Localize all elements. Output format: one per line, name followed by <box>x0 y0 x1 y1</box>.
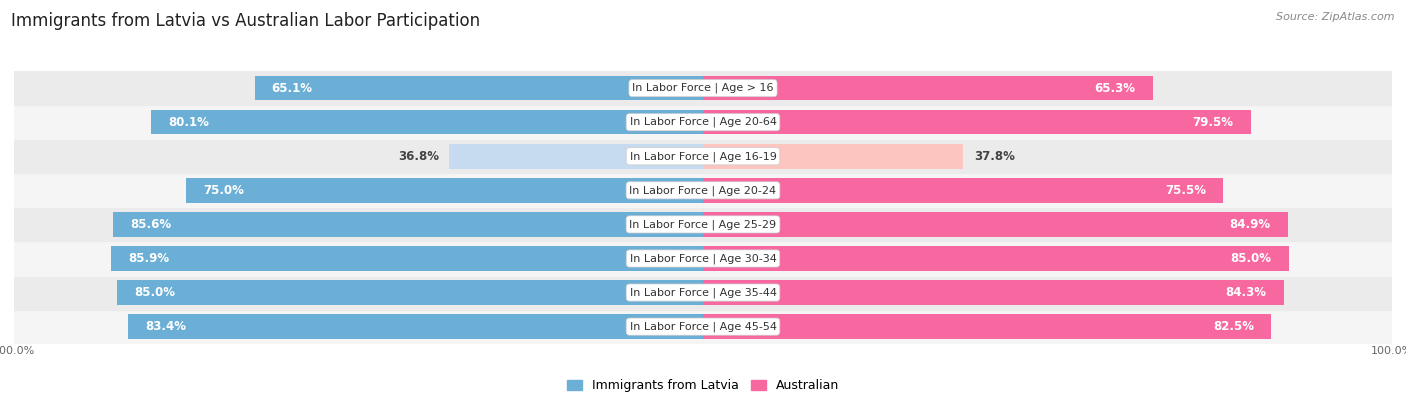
Text: In Labor Force | Age 30-34: In Labor Force | Age 30-34 <box>630 253 776 264</box>
Bar <box>111 246 703 271</box>
Legend: Immigrants from Latvia, Australian: Immigrants from Latvia, Australian <box>561 374 845 395</box>
Text: In Labor Force | Age > 16: In Labor Force | Age > 16 <box>633 83 773 93</box>
Bar <box>703 212 1288 237</box>
Bar <box>450 144 703 169</box>
Bar <box>703 246 1289 271</box>
Text: 85.0%: 85.0% <box>135 286 176 299</box>
Bar <box>186 178 703 203</box>
Text: 79.5%: 79.5% <box>1192 116 1233 129</box>
Bar <box>14 207 1392 241</box>
Bar <box>128 314 703 339</box>
Text: 84.9%: 84.9% <box>1230 218 1271 231</box>
Text: 85.0%: 85.0% <box>1230 252 1271 265</box>
Text: In Labor Force | Age 25-29: In Labor Force | Age 25-29 <box>630 219 776 229</box>
Bar <box>14 241 1392 276</box>
Bar <box>14 310 1392 344</box>
Bar <box>703 314 1271 339</box>
Bar <box>14 139 1392 173</box>
Bar <box>703 144 963 169</box>
Text: 83.4%: 83.4% <box>146 320 187 333</box>
Bar <box>114 212 703 237</box>
Bar <box>703 178 1223 203</box>
Text: Immigrants from Latvia vs Australian Labor Participation: Immigrants from Latvia vs Australian Lab… <box>11 12 481 30</box>
Bar <box>14 71 1392 105</box>
Bar <box>703 76 1153 100</box>
Text: 75.5%: 75.5% <box>1166 184 1206 197</box>
Text: 82.5%: 82.5% <box>1213 320 1254 333</box>
Text: In Labor Force | Age 20-64: In Labor Force | Age 20-64 <box>630 117 776 128</box>
Text: In Labor Force | Age 45-54: In Labor Force | Age 45-54 <box>630 322 776 332</box>
Text: 65.3%: 65.3% <box>1095 82 1136 95</box>
Bar <box>14 173 1392 207</box>
Bar <box>703 280 1284 305</box>
Bar <box>152 110 703 134</box>
Text: In Labor Force | Age 35-44: In Labor Force | Age 35-44 <box>630 287 776 298</box>
Bar <box>117 280 703 305</box>
Bar <box>14 276 1392 310</box>
Bar <box>703 110 1251 134</box>
Text: 65.1%: 65.1% <box>271 82 312 95</box>
Bar <box>254 76 703 100</box>
Text: 80.1%: 80.1% <box>169 116 209 129</box>
Text: In Labor Force | Age 20-24: In Labor Force | Age 20-24 <box>630 185 776 196</box>
Text: Source: ZipAtlas.com: Source: ZipAtlas.com <box>1277 12 1395 22</box>
Text: In Labor Force | Age 16-19: In Labor Force | Age 16-19 <box>630 151 776 162</box>
Text: 37.8%: 37.8% <box>974 150 1015 163</box>
Text: 36.8%: 36.8% <box>398 150 439 163</box>
Bar <box>14 105 1392 139</box>
Text: 84.3%: 84.3% <box>1226 286 1267 299</box>
Text: 75.0%: 75.0% <box>204 184 245 197</box>
Text: 85.9%: 85.9% <box>128 252 170 265</box>
Text: 85.6%: 85.6% <box>131 218 172 231</box>
